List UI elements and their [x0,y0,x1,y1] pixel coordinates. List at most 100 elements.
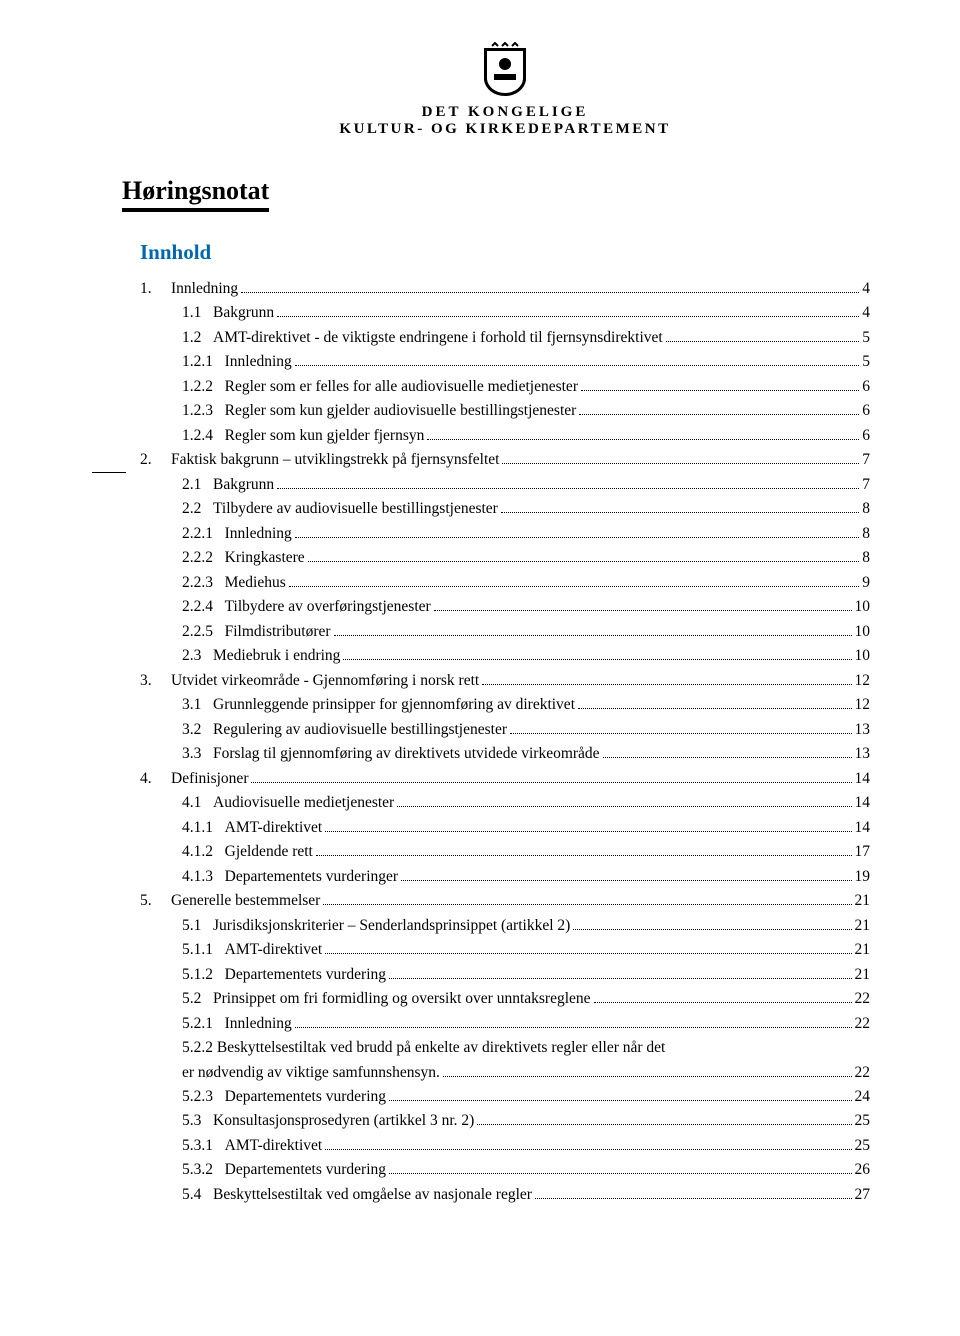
toc-dots [477,1113,851,1125]
toc-page: 22 [855,1061,871,1085]
toc-dots [397,795,851,807]
toc-label: 5.2.2 Beskyttelsestiltak ved brudd på en… [182,1036,665,1060]
toc-dots [334,623,852,635]
toc-entry: 1. Innledning 4 [140,277,870,301]
toc-dots [389,1162,851,1174]
toc-page: 10 [855,595,871,619]
toc-dots [502,452,859,464]
toc-label: 1.2.2 Regler som er felles for alle audi… [182,375,578,399]
toc-page: 12 [855,669,871,693]
toc-entry: 5.2.3 Departementets vurdering 24 [140,1085,870,1109]
toc-entry: 5.4 Beskyttelsestiltak ved omgåelse av n… [140,1183,870,1207]
toc-label: 5.3 Konsultasjonsprosedyren (artikkel 3 … [182,1109,474,1133]
toc-entry: 2.2 Tilbydere av audiovisuelle bestillin… [140,497,870,521]
toc-page: 6 [862,424,870,448]
toc-dots [603,746,852,758]
toc-entry: 4.1.2 Gjeldende rett 17 [140,840,870,864]
toc-page: 25 [855,1109,871,1133]
toc-page: 21 [855,963,871,987]
toc-page: 27 [855,1183,871,1207]
toc-page: 4 [862,301,870,325]
toc-dots [501,501,859,513]
toc-page: 24 [855,1085,871,1109]
toc-title: Innhold [140,240,870,265]
toc-dots [579,403,859,415]
toc-entry: 5. Generelle bestemmelser 21 [140,889,870,913]
toc-dots [389,1089,851,1101]
toc-label: 4.1.1 AMT-direktivet [182,816,322,840]
toc-label: 4.1.3 Departementets vurderinger [182,865,398,889]
toc-entry: 1.2.2 Regler som er felles for alle audi… [140,375,870,399]
toc-label: 5.2 Prinsippet om fri formidling og over… [182,987,591,1011]
toc-label: 3. Utvidet virkeområde - Gjennomføring i… [140,669,479,693]
toc-page: 25 [855,1134,871,1158]
toc-label: 5.3.1 AMT-direktivet [182,1134,322,1158]
toc-dots [289,574,859,586]
toc-label: 4.1.2 Gjeldende rett [182,840,313,864]
toc-label: 1.2 AMT-direktivet - de viktigste endrin… [182,326,663,350]
toc-list: 1. Innledning41.1 Bakgrunn41.2 AMT-direk… [140,277,870,1207]
toc-entry: 2.2.3 Mediehus9 [140,571,870,595]
toc-entry: 3.3 Forslag til gjennomføring av direkti… [140,742,870,766]
toc-page: 9 [862,571,870,595]
toc-entry: 4.1.3 Departementets vurderinger19 [140,865,870,889]
toc-label: 3.2 Regulering av audiovisuelle bestilli… [182,718,507,742]
toc-page: 21 [855,889,871,913]
toc-page: 7 [862,473,870,497]
toc-entry: 2.1 Bakgrunn7 [140,473,870,497]
toc-dots [316,844,852,856]
toc-page: 5 [862,326,870,350]
toc-page: 14 [855,791,871,815]
toc-entry: 3. Utvidet virkeområde - Gjennomføring i… [140,669,870,693]
toc-label: 3.3 Forslag til gjennomføring av direkti… [182,742,600,766]
toc-entry: 4.1 Audiovisuelle medietjenester 14 [140,791,870,815]
margin-dash [92,472,126,473]
toc-page: 22 [855,1012,871,1036]
toc-page: 12 [855,693,871,717]
toc-entry: 2.3 Mediebruk i endring10 [140,644,870,668]
toc-page: 17 [855,840,871,864]
toc-label: 5.4 Beskyttelsestiltak ved omgåelse av n… [182,1183,532,1207]
toc-entry: 3.1 Grunnleggende prinsipper for gjennom… [140,693,870,717]
toc-page: 26 [855,1158,871,1182]
toc-dots [277,476,859,488]
toc-page: 4 [862,277,870,301]
toc-page: 14 [855,767,871,791]
toc-entry: 5.2.1 Innledning22 [140,1012,870,1036]
toc-entry: 2. Faktisk bakgrunn – utviklingstrekk på… [140,448,870,472]
toc-entry: 5.1 Jurisdiksjonskriterier – Senderlands… [140,914,870,938]
toc-dots [251,770,851,782]
logo-line2: KULTUR- OG KIRKEDEPARTEMENT [140,121,870,138]
toc-label: 1. Innledning [140,277,238,301]
toc-dots [573,917,851,929]
toc-entry: 5.2 Prinsippet om fri formidling og over… [140,987,870,1011]
toc-label: 2.2 Tilbydere av audiovisuelle bestillin… [182,497,498,521]
toc-page: 7 [862,448,870,472]
toc-dots [581,379,859,391]
toc-label: 5.1.2 Departementets vurdering [182,963,386,987]
toc-entry: 5.1.1 AMT-direktivet 21 [140,938,870,962]
toc-dots [666,330,860,342]
toc-label: 4.1 Audiovisuelle medietjenester [182,791,394,815]
toc-dots [295,525,859,537]
toc-dots [510,721,851,733]
toc-label: 2.2.1 Innledning [182,522,292,546]
toc-page: 5 [862,350,870,374]
toc-entry: 4. Definisjoner14 [140,767,870,791]
toc-page: 8 [862,497,870,521]
toc-label: 2.2.4 Tilbydere av overføringstjenester [182,595,431,619]
toc-entry: 5.3 Konsultasjonsprosedyren (artikkel 3 … [140,1109,870,1133]
toc-entry: 1.2 AMT-direktivet - de viktigste endrin… [140,326,870,350]
toc-label: 5.1.1 AMT-direktivet [182,938,322,962]
toc-dots [325,819,851,831]
toc-dots [434,599,852,611]
toc-page: 21 [855,938,871,962]
toc-label: 1.2.3 Regler som kun gjelder audiovisuel… [182,399,576,423]
toc-dots [277,305,859,317]
toc-label: 5.2.3 Departementets vurdering [182,1085,386,1109]
toc-page: 13 [855,742,871,766]
toc-dots [535,1187,852,1199]
toc-label: 5.1 Jurisdiksjonskriterier – Senderlands… [182,914,570,938]
toc-dots [241,281,859,293]
toc-label: 5. Generelle bestemmelser [140,889,320,913]
